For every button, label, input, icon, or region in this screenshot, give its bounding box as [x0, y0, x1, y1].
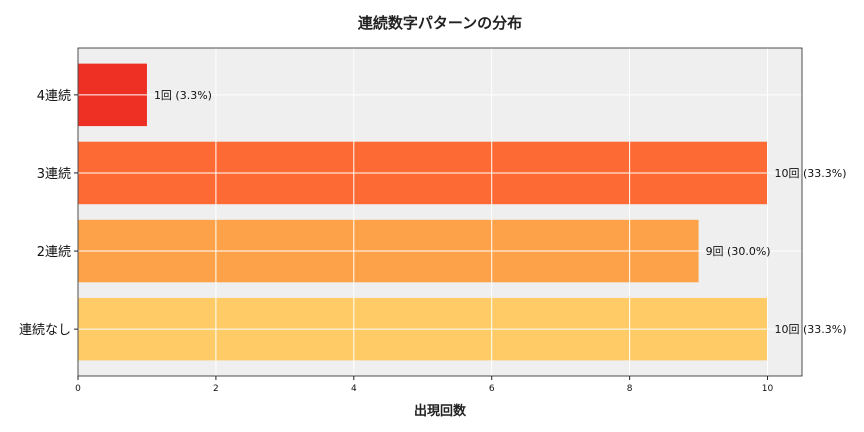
data-label-3: 1回 (3.3%) — [154, 89, 212, 102]
y-tick-label-1: 2連続 — [37, 245, 71, 260]
x-tick-label-2: 4 — [351, 384, 357, 394]
x-tick-label-4: 8 — [627, 384, 633, 394]
x-axis-label: 出現回数 — [414, 403, 467, 419]
data-label-1: 9回 (30.0%) — [706, 245, 771, 258]
y-tick-label-2: 3連続 — [37, 167, 71, 182]
data-label-0: 10回 (33.3%) — [775, 323, 847, 336]
x-tick-label-1: 2 — [213, 384, 219, 394]
y-tick-label-3: 4連続 — [37, 89, 71, 104]
chart-title: 連続数字パターンの分布 — [358, 14, 522, 32]
y-tick-label-0: 連続なし — [19, 323, 71, 338]
data-label-2: 10回 (33.3%) — [775, 167, 847, 180]
x-tick-label-3: 6 — [489, 384, 495, 394]
plot-frame — [77, 47, 803, 377]
x-tick-label-0: 0 — [75, 384, 81, 394]
x-tick-label-5: 10 — [762, 384, 774, 394]
